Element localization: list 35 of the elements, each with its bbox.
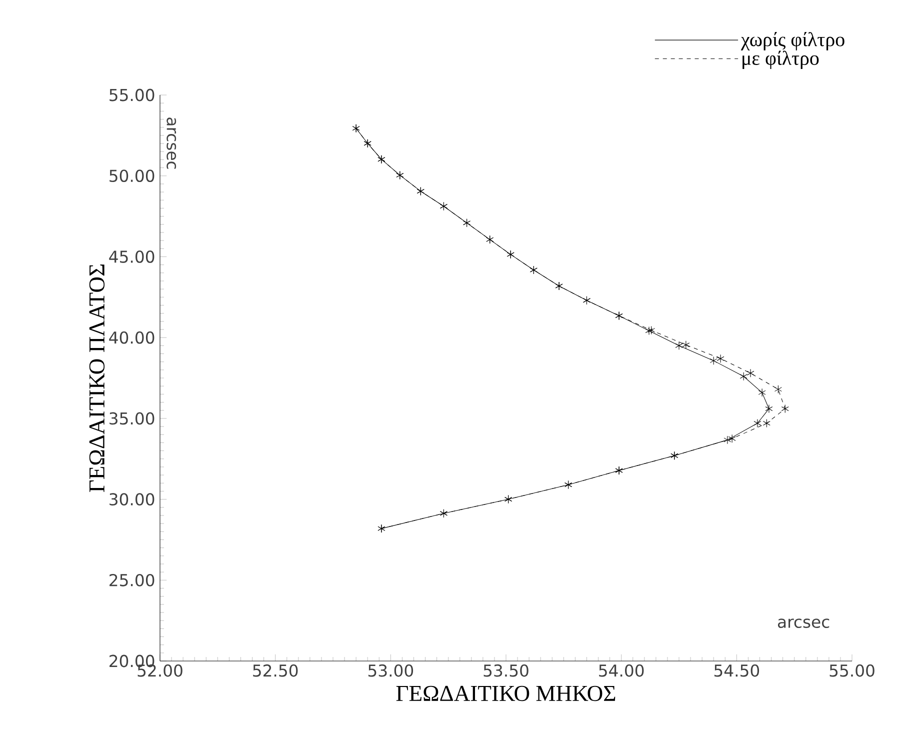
y-tick-label: 35.00 (110, 412, 154, 425)
point (740, 372, 748, 381)
y-tick-label: 40.00 (109, 331, 154, 344)
point (724, 436, 732, 444)
point (774, 385, 782, 394)
point (762, 419, 770, 428)
y-tick-label: 45.00 (109, 250, 154, 263)
point (746, 368, 754, 378)
point (648, 326, 656, 335)
annotation: arcsec (166, 118, 176, 169)
x-tick-label: 55.00 (830, 664, 874, 677)
x-tick-label: 54.00 (599, 664, 644, 677)
point (758, 388, 766, 397)
x-tick-label: 53.00 (368, 664, 414, 677)
point (710, 356, 718, 365)
y-tick-label: 25.00 (110, 574, 154, 586)
y-tick-label: 30.00 (110, 493, 154, 506)
point (682, 340, 690, 350)
x-tick-label: 52.50 (253, 664, 298, 677)
y-axis-title: ΓΕΩΔΑΙΤΙΚΟ ΠΛΑΤΟΣ (89, 264, 105, 492)
legend-label: με φίλτρο (742, 50, 819, 70)
legend-label: χωρίς φίλτρο (740, 32, 844, 50)
point (716, 354, 724, 363)
x-axis-title: ΓΕΩΔΑΙΤΙΚΟ ΜΗΚΟΣ (396, 686, 616, 702)
point (675, 341, 683, 350)
y-tick-label: 50.00 (110, 170, 154, 182)
point (728, 434, 736, 443)
point (754, 419, 762, 428)
point (645, 326, 653, 336)
point (765, 404, 773, 413)
point (781, 404, 789, 413)
annotation: arcsec (778, 618, 830, 628)
x-tick-label: 53.50 (484, 664, 528, 677)
y-tick-label: 55.00 (110, 88, 154, 102)
x-tick-label: 54.50 (714, 664, 760, 677)
